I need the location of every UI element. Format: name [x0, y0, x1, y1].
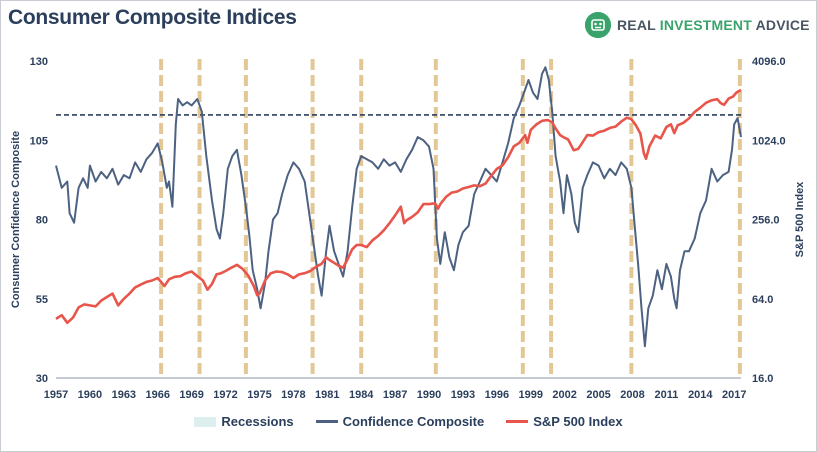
x-tick-label: 1993 [451, 389, 475, 401]
series-line-sp500-index [55, 88, 742, 325]
x-tick-label: 1987 [383, 389, 407, 401]
x-tick-label: 2014 [688, 389, 713, 401]
x-tick-label: 1960 [78, 389, 102, 401]
x-tick-label: 1990 [417, 389, 441, 401]
brand-word-advice: ADVICE [755, 17, 810, 33]
legend-swatch-recessions [194, 416, 217, 427]
brand-logo-icon [585, 12, 611, 38]
y-right-tick-label: 4096.0 [752, 56, 786, 68]
chart-title: Consumer Composite Indices [8, 6, 297, 29]
y-left-tick-label: 30 [36, 373, 48, 385]
series-line-confidence-composite [55, 66, 742, 348]
x-tick-label: 1972 [213, 389, 237, 401]
legend-label-sp500: S&P 500 Index [533, 414, 623, 429]
x-tick-label: 1969 [179, 389, 203, 401]
x-tick-label: 1975 [247, 389, 271, 401]
x-tick-label: 1963 [112, 389, 136, 401]
y-right-axis-title: S&P 500 Index [794, 181, 806, 257]
x-tick-label: 1981 [315, 389, 339, 401]
axes-group: 30 55 80 105 130 16.0 64.0 256.0 1024.0 4096.0 195… [10, 56, 806, 401]
y-left-tick-label: 130 [30, 56, 48, 68]
brand-name: REAL INVESTMENT ADVICE [617, 17, 810, 33]
x-tick-label: 1957 [44, 389, 68, 401]
x-tick-label: 2011 [654, 389, 678, 401]
legend-item-sp500: S&P 500 Index [506, 414, 623, 429]
brand-word-investment: INVESTMENT [659, 17, 752, 33]
y-left-tick-label: 105 [30, 135, 48, 147]
legend-label-recessions: Recessions [221, 414, 294, 429]
x-tick-label: 1984 [349, 389, 374, 401]
y-right-tick-label: 1024.0 [752, 135, 786, 147]
series-group [55, 66, 742, 348]
y-left-tick-label: 55 [36, 294, 48, 306]
y-right-tick-label: 64.0 [752, 294, 773, 306]
y-left-axis-title: Consumer Confidence Composite [10, 131, 22, 308]
legend: Recessions Confidence Composite S&P 500 … [0, 414, 817, 429]
x-tick-label: 2005 [586, 389, 610, 401]
recession-bands [159, 59, 742, 378]
y-right-tick-label: 16.0 [752, 373, 773, 385]
brand-logo-mark [585, 12, 611, 38]
y-right-tick-label: 256.0 [752, 215, 780, 227]
x-tick-label: 1978 [281, 389, 305, 401]
x-tick-label: 1996 [485, 389, 509, 401]
brand-word-real: REAL [617, 17, 656, 33]
legend-label-confidence: Confidence Composite [342, 414, 485, 429]
legend-swatch-sp500 [506, 420, 529, 423]
legend-swatch-confidence [315, 420, 338, 423]
brand-logo-block: REAL INVESTMENT ADVICE [585, 12, 810, 38]
x-tick-label: 2017 [722, 389, 746, 401]
legend-item-confidence: Confidence Composite [315, 414, 485, 429]
legend-item-recessions: Recessions [194, 414, 294, 429]
y-left-tick-label: 80 [36, 215, 48, 227]
x-tick-label: 1966 [145, 389, 169, 401]
x-tick-label: 2002 [552, 389, 576, 401]
x-tick-label: 2008 [620, 389, 644, 401]
x-tick-label: 1999 [519, 389, 543, 401]
